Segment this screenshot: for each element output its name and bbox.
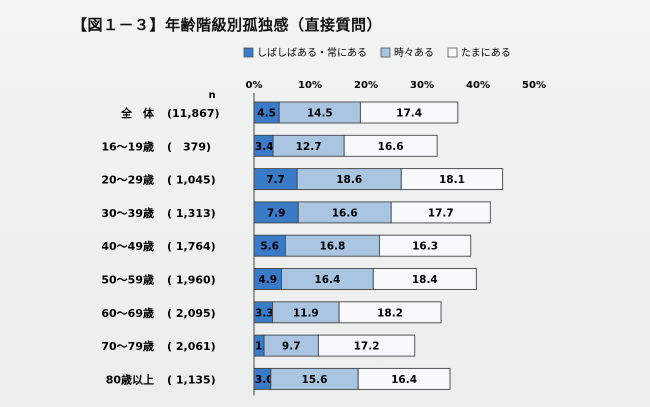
legend-label-2: たまにある [461, 47, 511, 59]
bar-row: 70～79歳( 2,061)1.89.717.2 [101, 334, 416, 357]
data-label: 16.3 [412, 241, 438, 253]
legend-label-1: 時々ある [394, 47, 434, 59]
sample-size-label: ( 2,061) [167, 340, 216, 353]
category-label: 70～79歳 [101, 339, 154, 353]
data-label: 16.4 [391, 374, 417, 386]
sample-size-label: ( 1,313) [167, 207, 216, 220]
data-label: 16.6 [378, 141, 404, 153]
data-label: 16.6 [332, 207, 358, 219]
bar-segment-occasionally [317, 334, 416, 357]
category-label: 全 体 [120, 106, 155, 120]
sample-size-label: ( 1,960) [167, 274, 216, 287]
data-label: 9.7 [282, 341, 301, 353]
bar-row: 80歳以上 ( 1,135) 3.0 15.6 16.4 [106, 367, 451, 390]
data-label: 18.2 [377, 307, 403, 319]
x-tick-label: 40% [466, 80, 490, 91]
x-tick-label: 10% [298, 80, 322, 91]
sample-size-label: ( 1,135) [167, 373, 216, 386]
data-label: 7.7 [266, 174, 285, 186]
bar-row: 20～29歳 ( 1,045) 7.7 18.6 18.1 [101, 168, 504, 191]
data-label: 11.9 [293, 307, 319, 319]
category-label: 80歳以上 [106, 372, 154, 386]
sample-size-label: ( 2,095) [167, 307, 216, 320]
sample-size-label: ( 1,045) [167, 174, 216, 187]
legend: しばしばある・常にある 時々ある たまにある [243, 46, 511, 59]
bar-segment-occasionally [359, 101, 459, 124]
data-label: 3.4 [255, 141, 274, 153]
category-label: 60～69歳 [101, 306, 154, 320]
data-label: 18.1 [439, 174, 465, 186]
category-label: 50～59歳 [101, 273, 154, 287]
data-label: 16.8 [319, 241, 345, 253]
n-label: n [208, 90, 215, 101]
legend-swatch-1 [380, 47, 391, 58]
sample-size-label: (11,867) [167, 107, 220, 120]
x-tick-label: 30% [410, 80, 434, 91]
data-label: 5.6 [260, 241, 279, 253]
bar-segment-occasionally [372, 268, 477, 290]
category-label: 40～49歳 [101, 239, 154, 253]
bar-row: 全 体 (11,867) 4.5 14.5 17.4 [120, 101, 459, 124]
category-label: 30～39歳 [101, 206, 154, 220]
bar-segment-occasionally [378, 234, 472, 257]
sample-size-label: ( 379) [167, 140, 211, 153]
data-label: 17.2 [354, 341, 380, 353]
bar-segment-occasionally [343, 134, 438, 157]
chart-title: 【図１－３】年齢階級別孤独感（直接質問） [72, 16, 383, 34]
bar-segment-occasionally [338, 301, 442, 324]
legend-label-0: しばしばある・常にある [257, 46, 367, 59]
data-label: 12.7 [296, 141, 322, 153]
chart-rows: 全 体 (11,867) 4.5 14.5 17.4 16～19歳 ( 379) 3.4 12.… [101, 101, 504, 390]
data-label: 3.3 [255, 307, 274, 319]
bar-segment-occasionally [357, 367, 451, 390]
data-label: 4.5 [257, 108, 276, 120]
x-tick-label: 50% [522, 80, 546, 91]
data-label: 18.6 [336, 174, 362, 186]
bar-row: 16～19歳 ( 379) 3.4 12.7 16.6 [101, 134, 438, 157]
bar-row: 30～39歳 ( 1,313) 7.9 16.6 17.7 [101, 201, 491, 224]
data-label: 17.7 [428, 207, 454, 219]
bar-row: 60～69歳 ( 2,095) 3.3 11.9 18.2 [101, 301, 442, 324]
bar-segment-occasionally [400, 168, 504, 191]
data-label: 4.9 [258, 274, 277, 286]
data-label: 3.0 [255, 374, 274, 386]
data-label: 16.4 [314, 274, 340, 286]
bar-row: 50～59歳 ( 1,960) 4.9 16.4 18.4 [101, 268, 477, 290]
legend-swatch-2 [447, 47, 458, 58]
category-label: 16～19歳 [101, 139, 154, 153]
sample-size-label: ( 1,764) [167, 240, 216, 253]
x-tick-label: 0% [246, 80, 263, 91]
data-label: 17.4 [396, 108, 422, 120]
bar-segment-occasionally [390, 201, 491, 224]
data-label: 15.6 [302, 374, 328, 386]
category-label: 20～29歳 [101, 173, 154, 187]
legend-swatch-0 [243, 47, 254, 58]
data-label: 7.9 [267, 207, 286, 219]
data-label: 14.5 [307, 108, 333, 120]
bar-row: 40～49歳 ( 1,764) 5.6 16.8 16.3 [101, 234, 472, 257]
data-label: 18.4 [412, 274, 438, 286]
x-tick-label: 20% [354, 80, 378, 91]
